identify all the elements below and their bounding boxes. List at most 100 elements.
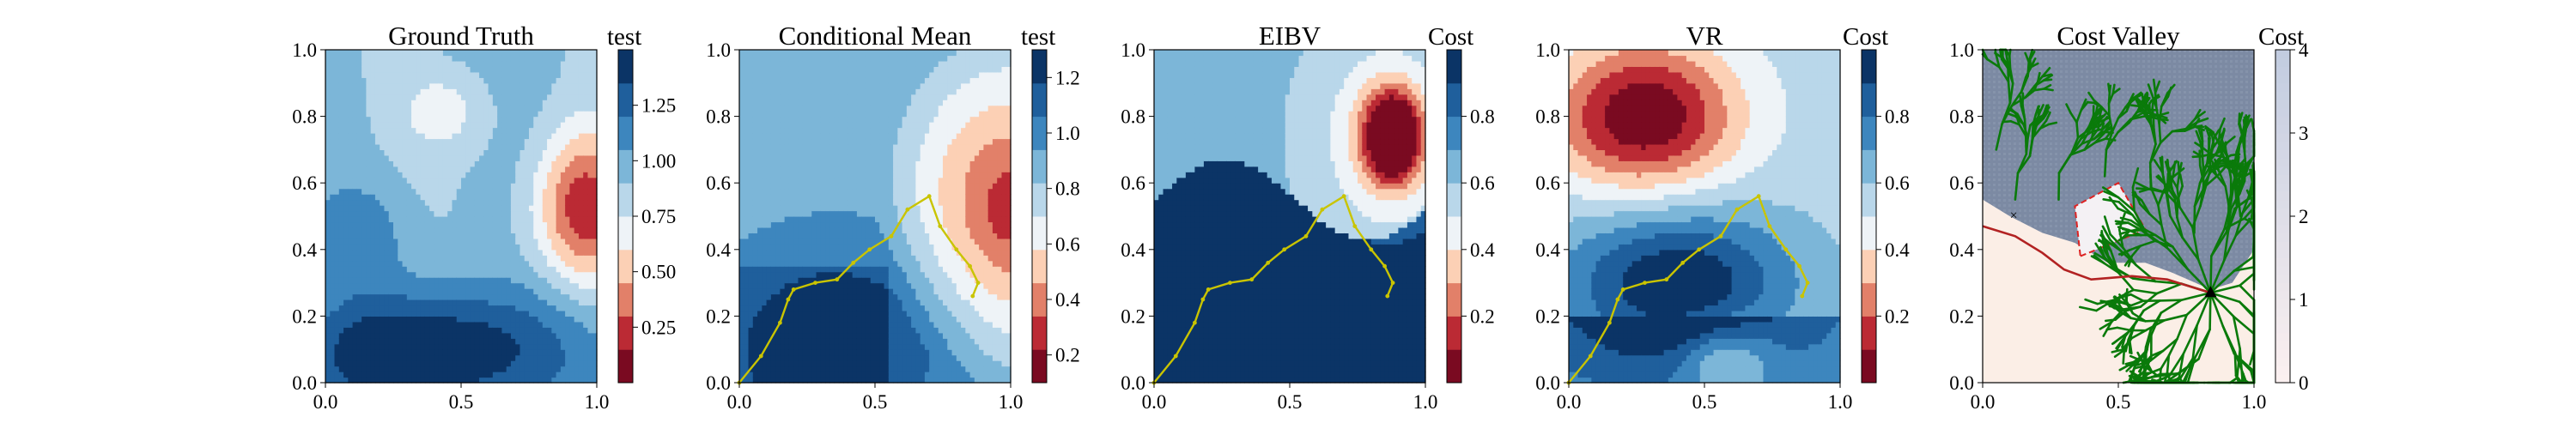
heatmap-cell bbox=[551, 71, 557, 78]
heatmap-cell bbox=[592, 327, 598, 334]
heatmap-cell bbox=[370, 138, 376, 145]
heatmap-cell bbox=[434, 288, 440, 295]
heatmap-cell bbox=[811, 122, 817, 129]
heatmap-cell bbox=[583, 249, 589, 256]
heatmap-cell bbox=[802, 177, 808, 184]
heatmap-cell bbox=[780, 338, 786, 345]
heatmap-cell bbox=[744, 282, 750, 289]
heatmap-cell bbox=[807, 255, 812, 262]
heatmap-cell bbox=[739, 366, 744, 372]
heatmap-cell bbox=[497, 188, 502, 195]
heatmap-cell bbox=[542, 50, 548, 57]
heatmap-cell bbox=[384, 299, 390, 306]
heatmap-cell bbox=[592, 133, 598, 140]
heatmap-cell bbox=[574, 77, 580, 84]
heatmap-cell bbox=[587, 88, 593, 95]
heatmap-cell bbox=[348, 188, 354, 195]
heatmap-cell bbox=[374, 216, 380, 223]
heatmap-cell bbox=[398, 266, 404, 273]
heatmap-cell bbox=[802, 277, 808, 284]
heatmap-cell bbox=[465, 177, 471, 184]
heatmap-cell bbox=[519, 327, 526, 334]
heatmap-cell bbox=[447, 183, 453, 190]
heatmap-cell bbox=[578, 266, 584, 273]
heatmap-cell bbox=[820, 100, 826, 106]
heatmap-cell bbox=[492, 293, 498, 300]
heatmap-cell bbox=[456, 94, 462, 100]
heatmap-cell bbox=[551, 354, 557, 361]
heatmap-cell bbox=[578, 210, 584, 217]
heatmap-cell bbox=[434, 143, 440, 150]
heatmap-cell bbox=[784, 354, 790, 361]
heatmap-cell bbox=[529, 205, 534, 212]
heatmap-cell bbox=[402, 372, 408, 378]
heatmap-cell bbox=[811, 271, 817, 278]
heatmap-cell bbox=[556, 188, 562, 195]
heatmap-cell bbox=[492, 316, 498, 323]
heatmap-cell bbox=[592, 321, 598, 328]
heatmap-cell bbox=[384, 172, 390, 178]
heatmap-cell bbox=[388, 216, 394, 223]
heatmap-cell bbox=[452, 205, 458, 212]
heatmap-cell bbox=[416, 377, 422, 384]
heatmap-cell bbox=[547, 271, 552, 278]
heatmap-cell bbox=[515, 194, 521, 201]
heatmap-cell bbox=[370, 210, 376, 217]
heatmap-cell bbox=[343, 372, 349, 378]
heatmap-cell bbox=[361, 111, 367, 118]
heatmap-cell bbox=[515, 82, 521, 89]
heatmap-cell bbox=[784, 60, 790, 67]
heatmap-cell bbox=[744, 216, 750, 223]
heatmap-cell bbox=[325, 216, 331, 223]
heatmap-cell bbox=[479, 216, 484, 223]
heatmap-cell bbox=[380, 216, 386, 223]
heatmap-cell bbox=[780, 199, 786, 206]
heatmap-cell bbox=[574, 293, 580, 300]
heatmap-cell bbox=[356, 105, 362, 112]
heatmap-cell bbox=[744, 111, 750, 118]
heatmap-cell bbox=[434, 338, 440, 345]
heatmap-cell bbox=[343, 227, 349, 233]
heatmap-cell bbox=[798, 238, 804, 245]
heatmap-cell bbox=[483, 255, 489, 262]
heatmap-cell bbox=[384, 277, 390, 284]
heatmap-cell bbox=[330, 366, 336, 372]
heatmap-cell bbox=[479, 188, 484, 195]
heatmap-cell bbox=[488, 82, 494, 89]
heatmap-cell bbox=[338, 66, 344, 73]
heatmap-cell bbox=[456, 305, 462, 311]
heatmap-cell bbox=[374, 305, 380, 311]
heatmap-cell bbox=[565, 100, 570, 106]
heatmap-cell bbox=[325, 100, 331, 106]
heatmap-cell bbox=[434, 372, 440, 378]
heatmap-cell bbox=[416, 88, 422, 95]
heatmap-cell bbox=[592, 316, 598, 323]
heatmap-cell bbox=[402, 143, 408, 150]
heatmap-cell bbox=[380, 149, 386, 156]
heatmap-cell bbox=[352, 105, 358, 112]
heatmap-cell bbox=[752, 372, 758, 378]
heatmap-cell bbox=[406, 360, 412, 367]
heatmap-cell bbox=[551, 321, 557, 328]
heatmap-cell bbox=[788, 227, 794, 233]
heatmap-cell bbox=[510, 199, 516, 206]
heatmap-cell bbox=[569, 216, 575, 223]
heatmap-cell bbox=[802, 205, 808, 212]
heatmap-cell bbox=[762, 183, 768, 190]
heatmap-cell bbox=[456, 310, 462, 317]
heatmap-cell bbox=[343, 60, 349, 67]
heatmap-cell bbox=[775, 299, 781, 306]
heatmap-cell bbox=[402, 332, 408, 339]
heatmap-cell bbox=[574, 88, 580, 95]
heatmap-cell bbox=[461, 227, 466, 233]
heatmap-cell bbox=[766, 244, 772, 251]
heatmap-cell bbox=[366, 122, 372, 129]
heatmap-cell bbox=[529, 310, 534, 317]
heatmap-cell bbox=[506, 149, 512, 156]
x-tick-label: 1.0 bbox=[585, 391, 610, 413]
heatmap-cell bbox=[506, 105, 512, 112]
heatmap-cell bbox=[393, 260, 398, 267]
heatmap-cell bbox=[465, 377, 471, 384]
heatmap-cell bbox=[583, 343, 589, 350]
heatmap-cell bbox=[807, 321, 812, 328]
